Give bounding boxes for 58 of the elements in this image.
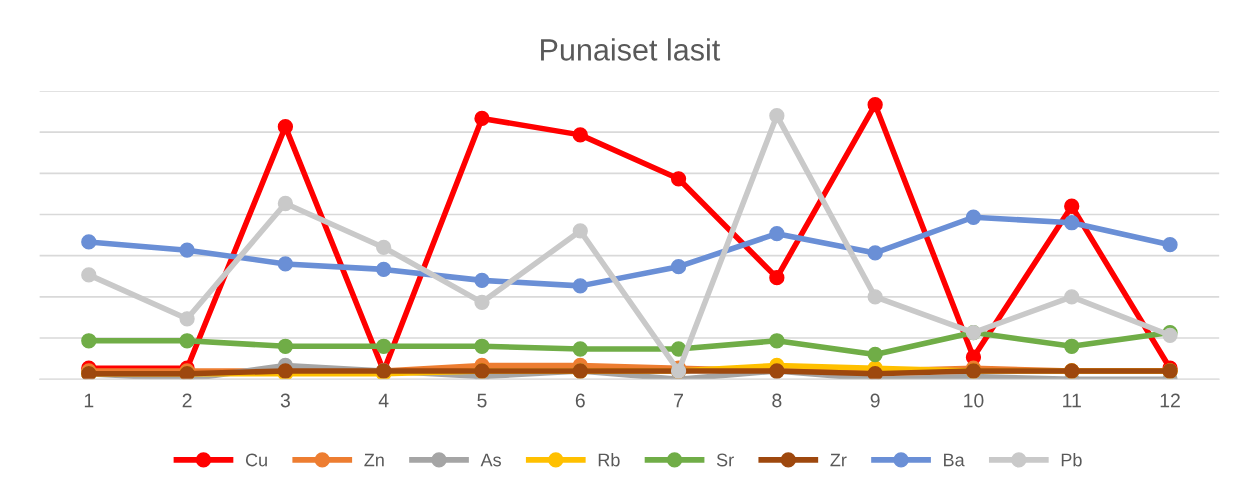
legend-label: Rb	[598, 453, 620, 467]
point	[572, 223, 588, 239]
point	[572, 278, 588, 294]
point	[867, 346, 883, 363]
point	[867, 245, 883, 261]
point	[277, 256, 294, 272]
legend-label: Zr	[830, 453, 847, 467]
x-tick-label: 12	[1160, 393, 1180, 408]
point	[81, 267, 97, 283]
x-tick-label: 7	[674, 393, 683, 408]
x-tick-label: 5	[477, 393, 487, 408]
point	[179, 311, 195, 327]
point	[769, 333, 785, 349]
point	[965, 209, 982, 225]
point	[376, 338, 392, 354]
point	[474, 110, 490, 127]
point	[572, 127, 588, 143]
point	[1064, 198, 1080, 214]
point	[81, 333, 97, 349]
point	[769, 226, 785, 242]
chart-title: Punaiset lasit	[541, 38, 721, 61]
point	[769, 269, 785, 286]
point	[670, 259, 687, 275]
x-tick-label: 6	[575, 393, 585, 408]
legend-label: Sr	[716, 453, 734, 467]
point	[179, 242, 195, 258]
legend-label: Cu	[245, 453, 267, 467]
point	[867, 97, 883, 113]
point	[1064, 338, 1080, 354]
point	[81, 234, 97, 250]
point	[1064, 289, 1080, 305]
point	[670, 171, 687, 187]
point	[1162, 237, 1178, 253]
x-tick-label: 2	[182, 393, 192, 408]
point	[474, 272, 490, 289]
x-tick-label: 11	[1063, 393, 1081, 408]
point	[376, 261, 392, 278]
x-tick-label: 8	[772, 393, 782, 408]
x-tick-label: 9	[870, 393, 880, 408]
point	[867, 289, 883, 305]
point	[769, 108, 785, 124]
point	[277, 195, 294, 212]
x-tick-label: 3	[280, 393, 290, 408]
x-tick-label: 1	[84, 393, 94, 408]
point	[277, 338, 294, 354]
point	[474, 338, 490, 354]
legend-label: As	[480, 453, 501, 467]
x-tick-label: 4	[378, 393, 389, 408]
point	[474, 294, 490, 310]
point	[1064, 215, 1080, 231]
point	[179, 333, 195, 349]
x-tick-label: 10	[964, 393, 984, 408]
legend-label: Pb	[1061, 453, 1082, 467]
legend-label: Zn	[364, 453, 384, 467]
point	[277, 119, 294, 135]
point	[572, 341, 588, 357]
legend-label: Ba	[944, 453, 965, 467]
point	[376, 239, 392, 256]
